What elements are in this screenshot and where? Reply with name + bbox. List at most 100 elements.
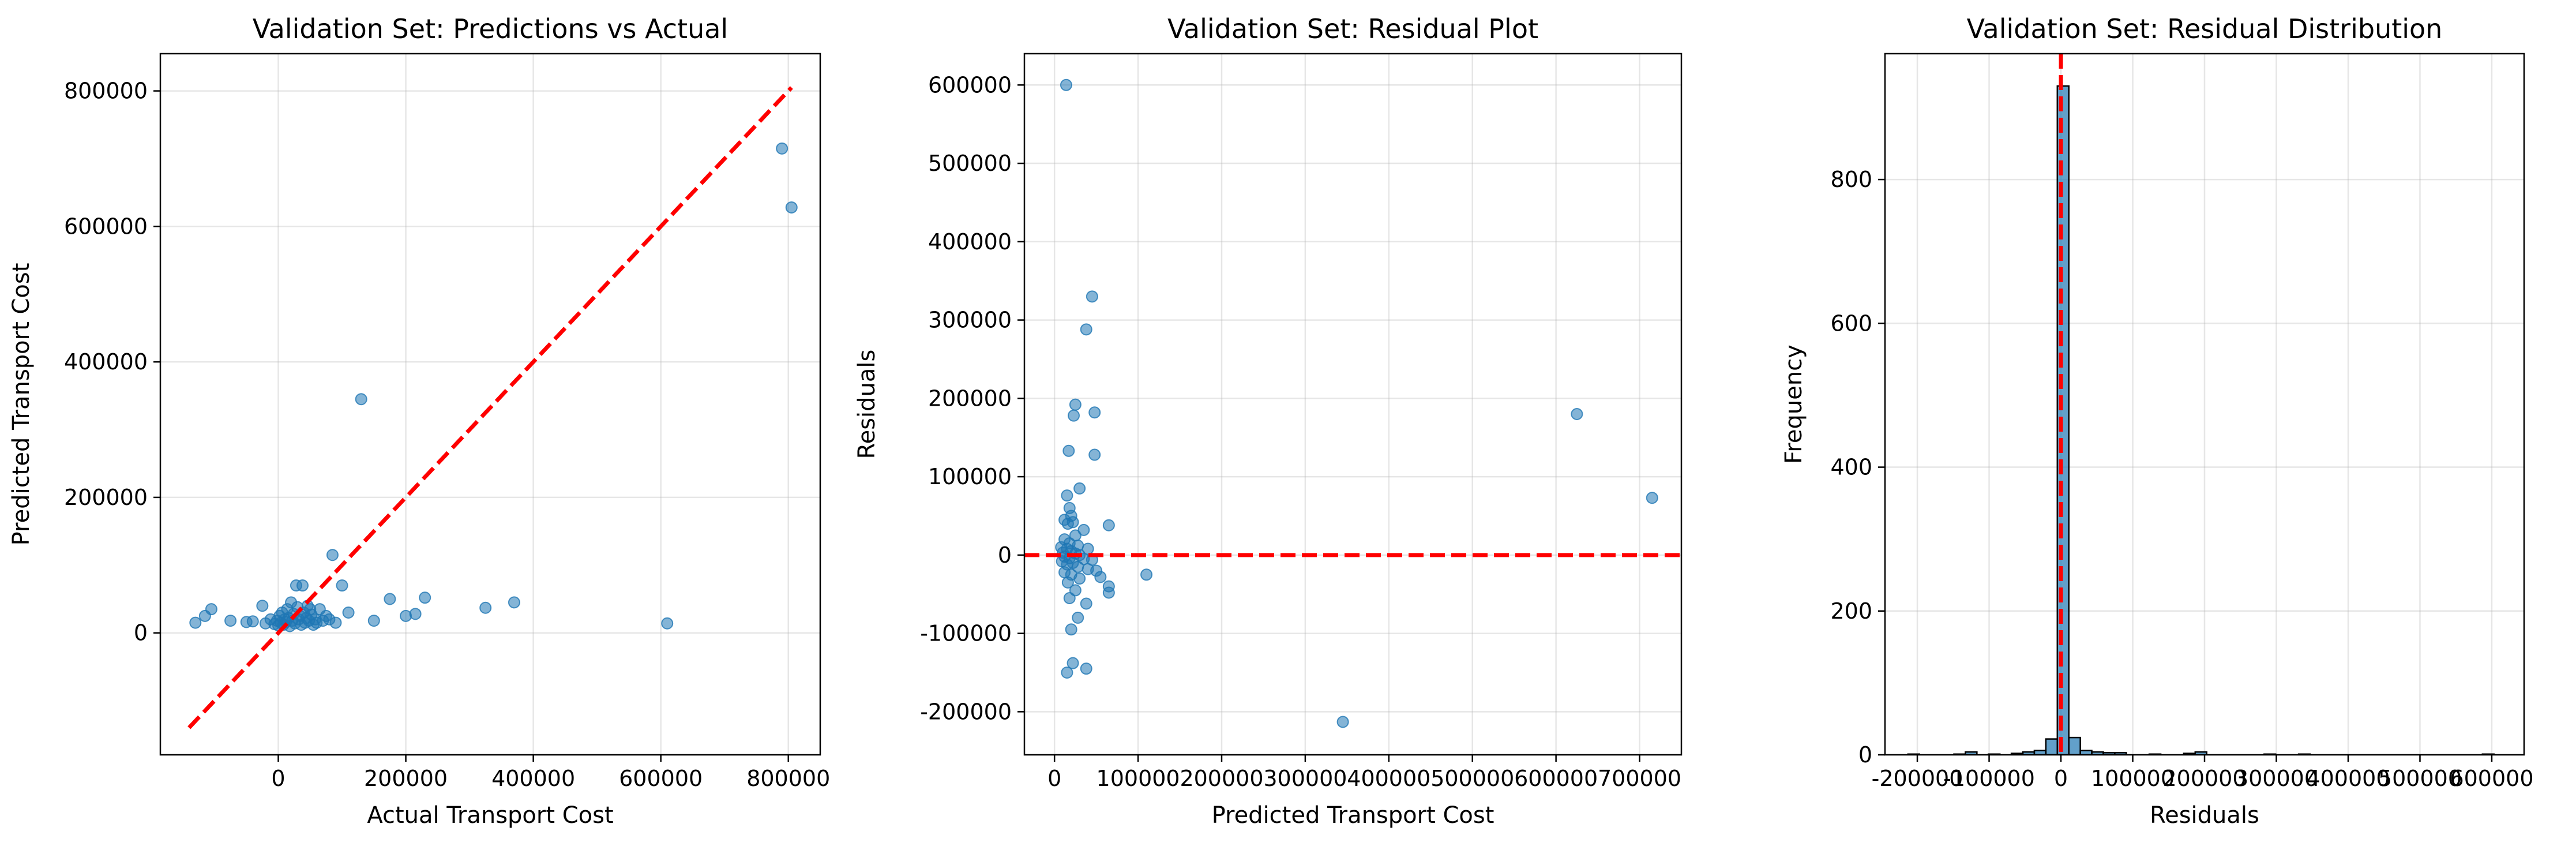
x-tick-label: 300000	[1263, 766, 1347, 791]
y-tick-label: 400	[1830, 455, 1872, 480]
data-point	[329, 616, 342, 629]
x-tick-label: 100000	[2091, 766, 2175, 791]
x-tick-label: 0	[271, 766, 285, 791]
y-tick-label: 500000	[928, 151, 1012, 176]
data-point	[1061, 518, 1074, 530]
data-point	[1067, 409, 1080, 422]
data-point	[1077, 523, 1090, 536]
y-tick-label: 600	[1830, 310, 1872, 336]
data-point	[1061, 666, 1073, 679]
y-tick-label: 600000	[64, 214, 148, 239]
reference-line	[187, 86, 793, 729]
data-point	[1061, 576, 1074, 589]
data-point	[205, 603, 217, 616]
axes-frame	[1023, 53, 1683, 756]
y-tick-label: 100000	[928, 464, 1012, 489]
y-tick-label: 200000	[64, 485, 148, 510]
data-point	[1336, 716, 1349, 728]
data-point	[342, 606, 355, 619]
x-tick-label: 400000	[1347, 766, 1430, 791]
data-point	[1061, 489, 1073, 502]
y-tick-label: 800	[1830, 167, 1872, 192]
histogram-bar	[2045, 738, 2059, 755]
x-tick-label: 200000	[1180, 766, 1263, 791]
y-axis-label: Residuals	[854, 350, 880, 459]
data-point	[419, 592, 431, 604]
data-point	[1082, 542, 1094, 555]
y-tick-label: 400000	[64, 349, 148, 375]
chart-title: Validation Set: Predictions vs Actual	[253, 13, 728, 44]
y-axis-label: Predicted Transport Cost	[8, 263, 35, 546]
data-point	[1571, 407, 1583, 420]
data-point	[296, 579, 309, 592]
predictions-vs-actual-chart: 0 200000 400000 600000 800000 0 200000 400000 60…	[8, 13, 830, 829]
x-tick-label: 600000	[1514, 766, 1598, 791]
data-point	[355, 393, 367, 406]
x-tick-label: 500000	[1430, 766, 1514, 791]
x-tick-label: 800000	[746, 766, 830, 791]
data-point	[1062, 444, 1075, 457]
data-point	[1069, 398, 1082, 411]
plot-area	[1024, 54, 1681, 755]
data-point	[1086, 290, 1098, 303]
y-tick-label: 0	[1858, 742, 1872, 768]
x-tick-label: 700000	[1598, 766, 1681, 791]
data-point	[661, 617, 674, 630]
histogram-bar	[2068, 736, 2081, 755]
x-tick-label: 500000	[2378, 766, 2462, 791]
data-point	[1094, 571, 1107, 583]
data-point	[1065, 623, 1077, 636]
y-tick-label: -100000	[920, 621, 1012, 646]
y-tick-label: 200000	[928, 385, 1012, 411]
data-point	[1088, 406, 1101, 419]
y-tick-label: -200000	[920, 699, 1012, 724]
x-tick-label: 400000	[2306, 766, 2390, 791]
data-point	[336, 579, 348, 592]
data-point	[1060, 78, 1072, 91]
data-point	[785, 201, 798, 214]
data-point	[508, 596, 520, 609]
data-point	[1102, 519, 1115, 531]
x-axis-label: Actual Transport Cost	[367, 802, 613, 829]
residual-plot-chart: 0 100000 200000 300000 400000 500000 600000 700…	[854, 13, 1683, 829]
x-tick-label: 0	[2054, 766, 2068, 791]
x-tick-label: -100000	[1943, 766, 2035, 791]
data-point	[1073, 482, 1086, 495]
x-tick-label: -200000	[1872, 766, 1963, 791]
y-tick-label: 0	[134, 620, 148, 646]
x-tick-label: 200000	[364, 766, 448, 791]
data-point	[1102, 586, 1115, 599]
x-tick-label: 400000	[491, 766, 575, 791]
x-tick-label: 200000	[2162, 766, 2246, 791]
y-tick-label: 200	[1830, 598, 1872, 624]
data-point	[479, 601, 492, 614]
data-point	[1072, 611, 1084, 624]
data-point	[776, 142, 788, 155]
data-point	[367, 615, 380, 627]
data-point	[1080, 597, 1092, 610]
data-point	[1088, 448, 1101, 461]
data-point	[224, 615, 237, 627]
plot-area	[160, 54, 820, 755]
data-point	[1080, 662, 1092, 675]
chart-title: Validation Set: Residual Plot	[1167, 13, 1538, 44]
histogram-bar	[2114, 752, 2127, 755]
y-axis-label: Frequency	[1781, 345, 1807, 464]
data-point	[256, 600, 269, 612]
data-point	[409, 608, 422, 620]
data-point	[1063, 592, 1076, 604]
x-tick-label: 300000	[2235, 766, 2318, 791]
x-tick-label: 600000	[619, 766, 703, 791]
axes-frame	[159, 53, 821, 756]
y-tick-label: 400000	[928, 229, 1012, 254]
data-point	[1646, 492, 1658, 504]
plot-area	[1885, 54, 2524, 755]
y-tick-label: 0	[998, 542, 1012, 568]
x-axis-label: Residuals	[2150, 802, 2259, 829]
y-tick-label: 300000	[928, 308, 1012, 333]
data-point	[384, 593, 396, 605]
x-tick-label: 0	[1047, 766, 1061, 791]
data-point	[1140, 568, 1153, 581]
data-point	[246, 615, 259, 628]
